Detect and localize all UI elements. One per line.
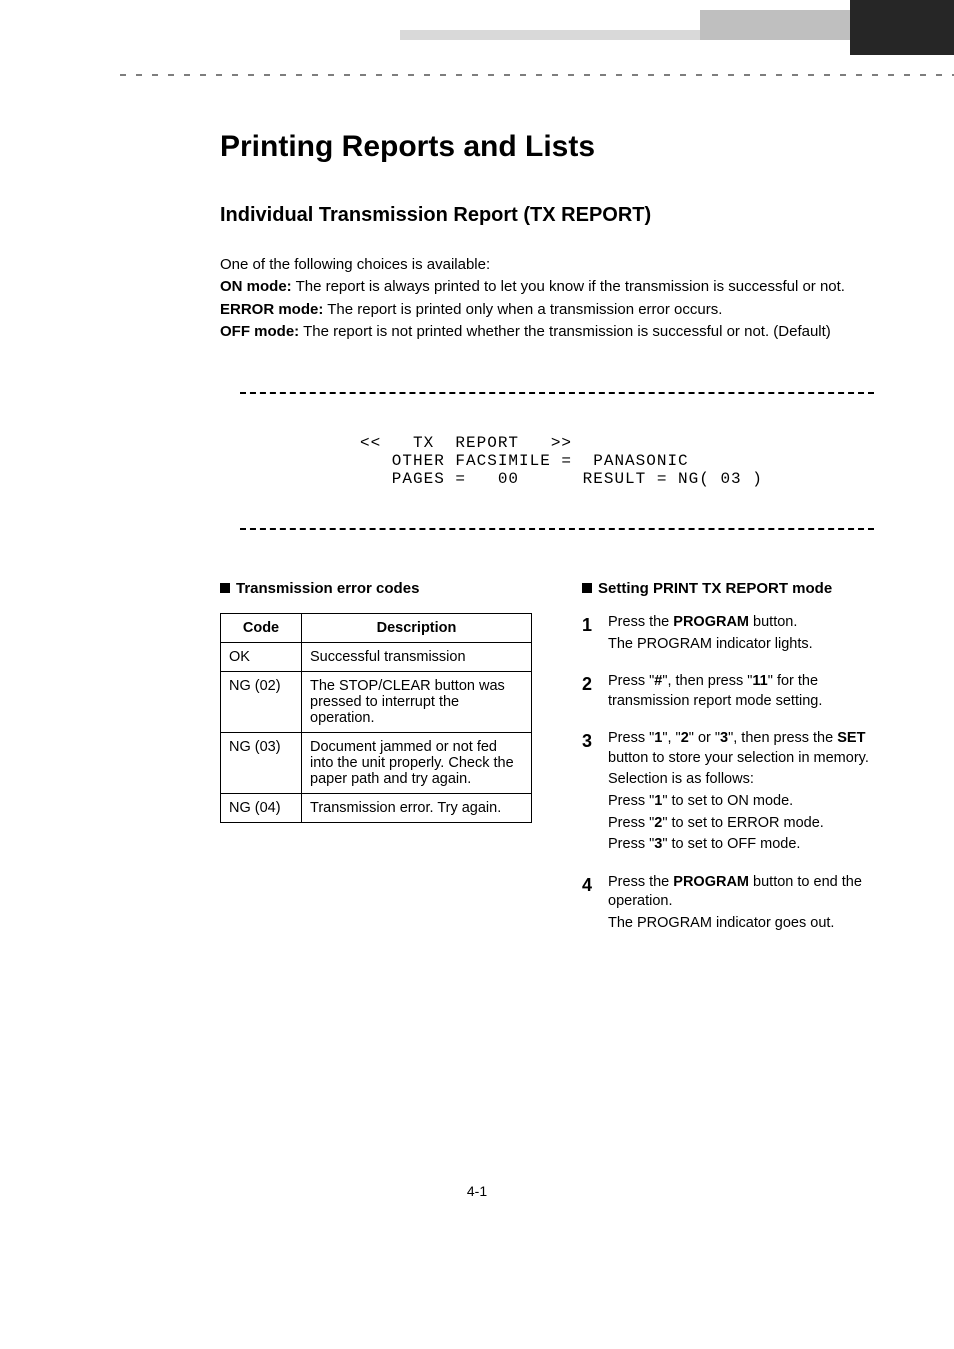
document-page: Printing Reports and Lists Individual Tr… bbox=[0, 0, 954, 1349]
text: ", then press the bbox=[728, 730, 837, 746]
step-line: The PROGRAM indicator goes out. bbox=[608, 914, 894, 934]
step-number: 2 bbox=[582, 672, 608, 713]
setting-mode-heading: Setting PRINT TX REPORT mode bbox=[582, 580, 894, 597]
step: 3Press "1", "2" or "3", then press the S… bbox=[582, 729, 894, 856]
table-row: NG (04) Transmission error. Try again. bbox=[221, 794, 532, 823]
text: Press " bbox=[608, 793, 654, 809]
text: The PROGRAM indicator lights. bbox=[608, 636, 813, 652]
cell-desc: Document jammed or not fed into the unit… bbox=[302, 733, 532, 794]
two-column-layout: Transmission error codes Code Descriptio… bbox=[220, 580, 894, 951]
text: Press the bbox=[608, 614, 673, 630]
step-line: The PROGRAM indicator lights. bbox=[608, 635, 894, 655]
setting-mode-heading-text: Setting PRINT TX REPORT mode bbox=[598, 580, 832, 597]
text: " or " bbox=[689, 730, 720, 746]
square-bullet-icon bbox=[220, 583, 230, 593]
report-line: << TX REPORT >> bbox=[360, 434, 572, 452]
report-line: PAGES = 00 RESULT = NG( 03 ) bbox=[360, 470, 763, 488]
mode-on: ON mode: The report is always printed to… bbox=[220, 277, 894, 297]
intro-block: One of the following choices is availabl… bbox=[220, 255, 894, 342]
report-line: OTHER FACSIMILE = PANASONIC bbox=[360, 452, 689, 470]
mode-desc: The report is printed only when a transm… bbox=[323, 301, 722, 318]
mode-desc: The report is always printed to let you … bbox=[292, 278, 845, 295]
table-row: NG (02) The STOP/CLEAR button was presse… bbox=[221, 672, 532, 733]
error-codes-heading: Transmission error codes bbox=[220, 580, 532, 597]
text: " to set to ERROR mode. bbox=[662, 815, 823, 831]
text: ", then press " bbox=[662, 673, 752, 689]
mode-error: ERROR mode: The report is printed only w… bbox=[220, 300, 894, 320]
tx-report-text: << TX REPORT >> OTHER FACSIMILE = PANASO… bbox=[360, 434, 763, 488]
bold-text: SET bbox=[837, 730, 865, 746]
mode-label: ERROR mode: bbox=[220, 301, 323, 318]
intro-lead: One of the following choices is availabl… bbox=[220, 255, 894, 275]
cell-desc: The STOP/CLEAR button was pressed to int… bbox=[302, 672, 532, 733]
col-description: Description bbox=[302, 614, 532, 643]
text: button to store your selection in memory… bbox=[608, 750, 869, 766]
cell-code: NG (04) bbox=[221, 794, 302, 823]
step-line: Press the PROGRAM button. bbox=[608, 613, 894, 633]
table-header-row: Code Description bbox=[221, 614, 532, 643]
step-number: 3 bbox=[582, 729, 608, 856]
mode-label: ON mode: bbox=[220, 278, 292, 295]
step-line: Selection is as follows: bbox=[608, 770, 894, 790]
cell-desc: Successful transmission bbox=[302, 643, 532, 672]
step-number: 1 bbox=[582, 613, 608, 656]
step-number: 4 bbox=[582, 873, 608, 936]
text: Press the bbox=[608, 874, 673, 890]
steps-list: 1Press the PROGRAM button.The PROGRAM in… bbox=[582, 613, 894, 935]
square-bullet-icon bbox=[582, 583, 592, 593]
mode-off: OFF mode: The report is not printed whet… bbox=[220, 322, 894, 342]
text: The PROGRAM indicator goes out. bbox=[608, 915, 834, 931]
bold-text: PROGRAM bbox=[673, 874, 749, 890]
step-body: Press the PROGRAM button. The PROGRAM ind… bbox=[608, 613, 894, 656]
right-column: Setting PRINT TX REPORT mode 1Press the … bbox=[582, 580, 894, 951]
text: Press " bbox=[608, 836, 654, 852]
step-line: Press "1" to set to ON mode. bbox=[608, 792, 894, 812]
bold-text: 2 bbox=[681, 730, 689, 746]
bold-text: 11 bbox=[752, 673, 767, 689]
step-body: Press "#", then press "11" for the trans… bbox=[608, 672, 894, 713]
col-code: Code bbox=[221, 614, 302, 643]
bold-text: 3 bbox=[720, 730, 728, 746]
step-body: Press the PROGRAM button to end the oper… bbox=[608, 873, 894, 936]
table-row: OK Successful transmission bbox=[221, 643, 532, 672]
step: 2Press "#", then press "11" for the tran… bbox=[582, 672, 894, 713]
table-row: NG (03) Document jammed or not fed into … bbox=[221, 733, 532, 794]
text: button. bbox=[749, 614, 797, 630]
mode-desc: The report is not printed whether the tr… bbox=[299, 323, 831, 340]
bold-text: PROGRAM bbox=[673, 614, 749, 630]
scan-artifact bbox=[0, 0, 954, 80]
text: " to set to OFF mode. bbox=[662, 836, 800, 852]
step-line: Press the PROGRAM button to end the oper… bbox=[608, 873, 894, 912]
cell-desc: Transmission error. Try again. bbox=[302, 794, 532, 823]
text: Press " bbox=[608, 673, 654, 689]
step-line: Press "#", then press "11" for the trans… bbox=[608, 672, 894, 711]
mode-label: OFF mode: bbox=[220, 323, 299, 340]
page-title: Printing Reports and Lists bbox=[220, 130, 894, 164]
text: ", " bbox=[662, 730, 680, 746]
section-title: Individual Transmission Report (TX REPOR… bbox=[220, 204, 894, 227]
step-line: Press "3" to set to OFF mode. bbox=[608, 835, 894, 855]
step-line: Press "2" to set to ERROR mode. bbox=[608, 814, 894, 834]
text: " to set to ON mode. bbox=[662, 793, 793, 809]
cell-code: NG (02) bbox=[221, 672, 302, 733]
text: Selection is as follows: bbox=[608, 771, 754, 787]
cell-code: OK bbox=[221, 643, 302, 672]
left-column: Transmission error codes Code Descriptio… bbox=[220, 580, 532, 823]
step-body: Press "1", "2" or "3", then press the SE… bbox=[608, 729, 894, 856]
step: 1Press the PROGRAM button. The PROGRAM in… bbox=[582, 613, 894, 656]
tx-report-sample: << TX REPORT >> OTHER FACSIMILE = PANASO… bbox=[240, 392, 874, 530]
error-codes-table: Code Description OK Successful transmiss… bbox=[220, 613, 532, 823]
page-number: 4-1 bbox=[0, 1183, 954, 1199]
step-line: Press "1", "2" or "3", then press the SE… bbox=[608, 729, 894, 768]
step: 4Press the PROGRAM button to end the ope… bbox=[582, 873, 894, 936]
text: Press " bbox=[608, 815, 654, 831]
text: Press " bbox=[608, 730, 654, 746]
cell-code: NG (03) bbox=[221, 733, 302, 794]
error-codes-heading-text: Transmission error codes bbox=[236, 580, 419, 597]
